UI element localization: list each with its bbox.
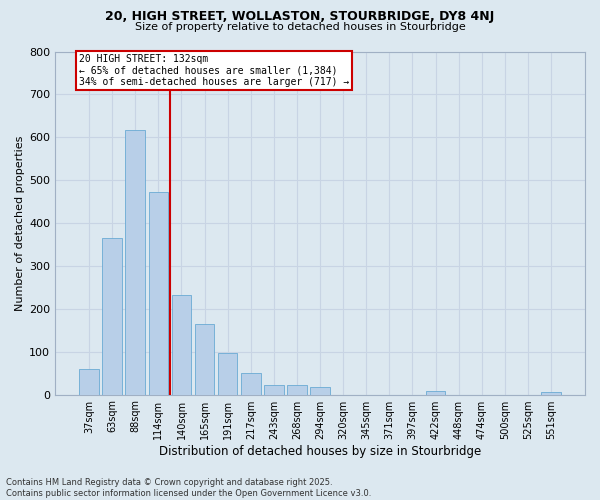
Bar xyxy=(149,192,168,394)
Text: 20 HIGH STREET: 132sqm
← 65% of detached houses are smaller (1,384)
34% of semi-: 20 HIGH STREET: 132sqm ← 65% of detached… xyxy=(79,54,349,87)
Text: 20, HIGH STREET, WOLLASTON, STOURBRIDGE, DY8 4NJ: 20, HIGH STREET, WOLLASTON, STOURBRIDGE,… xyxy=(106,10,494,23)
Bar xyxy=(125,130,145,394)
Bar xyxy=(195,324,214,394)
Bar xyxy=(287,385,307,394)
Text: Size of property relative to detached houses in Stourbridge: Size of property relative to detached ho… xyxy=(134,22,466,32)
X-axis label: Distribution of detached houses by size in Stourbridge: Distribution of detached houses by size … xyxy=(159,444,481,458)
Bar xyxy=(218,353,238,395)
Bar xyxy=(264,385,284,394)
Bar xyxy=(172,294,191,394)
Bar xyxy=(79,369,99,394)
Y-axis label: Number of detached properties: Number of detached properties xyxy=(15,136,25,310)
Bar xyxy=(310,387,330,394)
Bar xyxy=(241,373,260,394)
Bar xyxy=(426,391,445,394)
Text: Contains HM Land Registry data © Crown copyright and database right 2025.
Contai: Contains HM Land Registry data © Crown c… xyxy=(6,478,371,498)
Bar xyxy=(103,238,122,394)
Bar xyxy=(541,392,561,394)
